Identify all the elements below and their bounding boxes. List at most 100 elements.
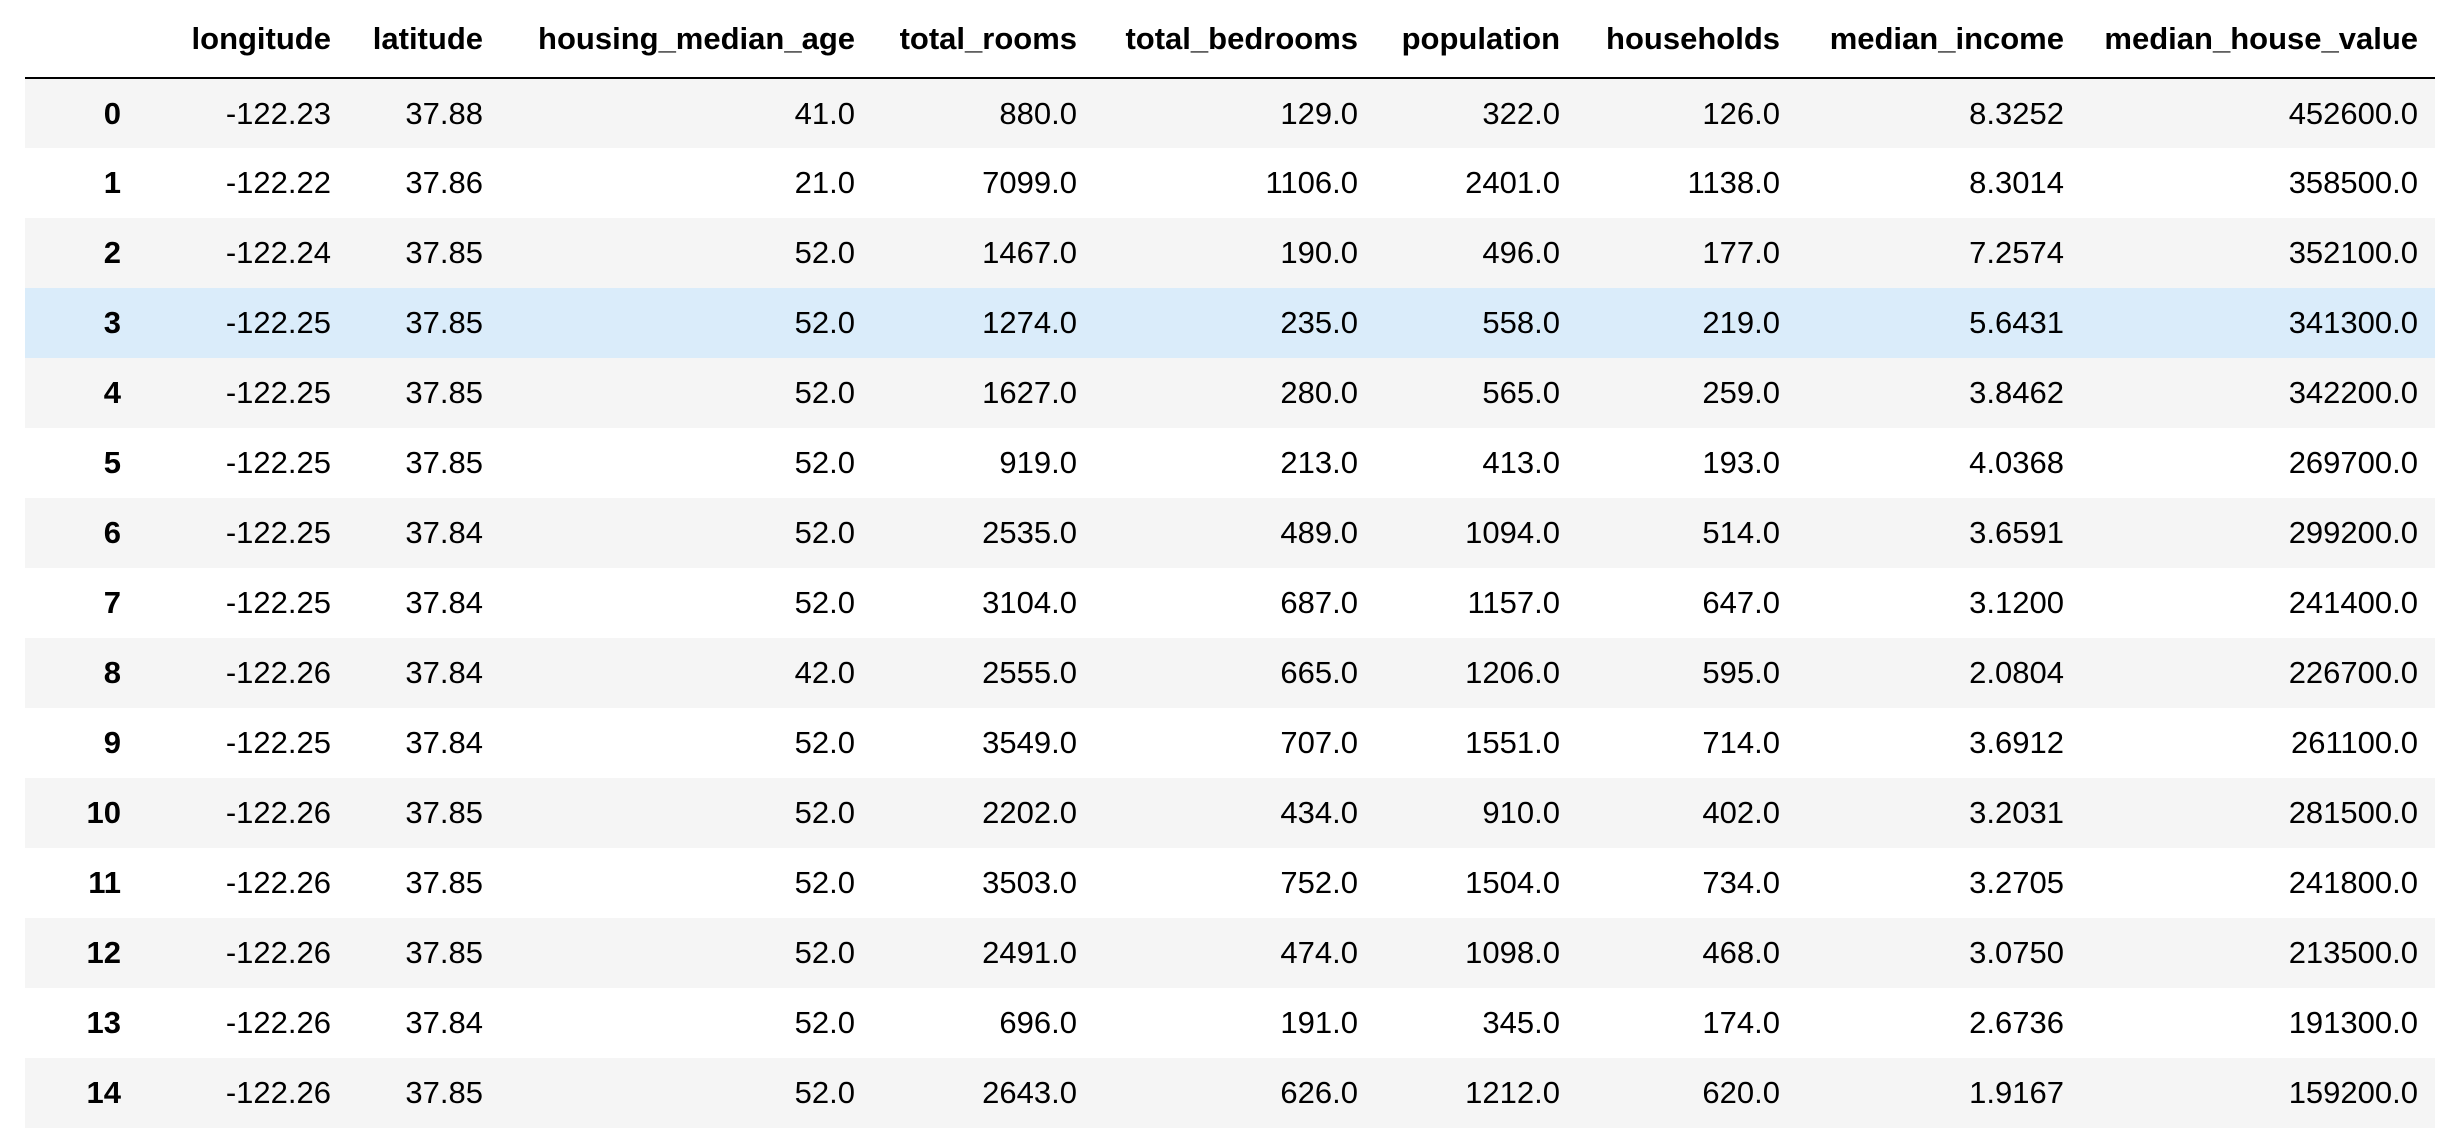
table-row: 5 -122.25 37.85 52.0 919.0 213.0 413.0 193.0 4.0… bbox=[25, 428, 2435, 498]
cell-median-income: 2.0804 bbox=[1969, 655, 2064, 690]
cell-population: 345.0 bbox=[1482, 1005, 1560, 1040]
table-row: 10 -122.26 37.85 52.0 2202.0 434.0 910.0 402.0 3… bbox=[25, 778, 2435, 848]
cell-population: 1157.0 bbox=[1467, 585, 1560, 620]
cell-total-bedrooms: 489.0 bbox=[1280, 515, 1358, 550]
cell-housing-median-age: 52.0 bbox=[794, 445, 855, 480]
cell-longitude: -122.26 bbox=[225, 1005, 331, 1040]
cell-housing-median-age: 52.0 bbox=[794, 795, 855, 830]
cell-latitude: 37.88 bbox=[405, 95, 483, 131]
cell-total-rooms: 3503.0 bbox=[982, 865, 1077, 900]
cell-housing-median-age: 52.0 bbox=[794, 305, 855, 340]
cell-total-rooms: 2491.0 bbox=[982, 935, 1077, 970]
table-row: 14 -122.26 37.85 52.0 2643.0 626.0 1212.0 620.0… bbox=[25, 1058, 2435, 1128]
row-index-label: 6 bbox=[103, 515, 121, 550]
cell-households: 734.0 bbox=[1702, 865, 1780, 900]
row-index-label: 0 bbox=[103, 95, 121, 131]
cell-longitude: -122.25 bbox=[225, 725, 331, 760]
cell-median-house-value: 213500.0 bbox=[2288, 935, 2418, 970]
header-row: longitude latitude housing_median_age total… bbox=[25, 0, 2435, 79]
column-header-households: households bbox=[1577, 0, 1797, 79]
cell-latitude: 37.85 bbox=[405, 375, 483, 410]
row-index-label: 12 bbox=[86, 935, 121, 970]
table-row: 11 -122.26 37.85 52.0 3503.0 752.0 1504.0 734.0… bbox=[25, 848, 2435, 918]
cell-longitude: -122.26 bbox=[225, 795, 331, 830]
cell-housing-median-age: 52.0 bbox=[794, 865, 855, 900]
table-row: 4 -122.25 37.85 52.0 1627.0 280.0 565.0 259.0 3.… bbox=[25, 358, 2435, 428]
cell-median-income: 3.1200 bbox=[1969, 585, 2064, 620]
cell-median-house-value: 261100.0 bbox=[2291, 725, 2418, 760]
cell-housing-median-age: 52.0 bbox=[794, 375, 855, 410]
cell-households: 468.0 bbox=[1702, 935, 1780, 970]
cell-total-bedrooms: 213.0 bbox=[1280, 445, 1358, 480]
row-index-label: 3 bbox=[103, 305, 121, 340]
cell-total-bedrooms: 474.0 bbox=[1280, 935, 1358, 970]
row-index-label: 1 bbox=[103, 165, 121, 200]
dataframe-table: longitude latitude housing_median_age total… bbox=[25, 0, 2435, 1128]
table-row: 9 -122.25 37.84 52.0 3549.0 707.0 1551.0 714.0 3… bbox=[25, 708, 2435, 778]
column-header-population: population bbox=[1375, 0, 1577, 79]
cell-households: 595.0 bbox=[1702, 655, 1780, 690]
cell-total-bedrooms: 687.0 bbox=[1280, 585, 1358, 620]
table-row: 13 -122.26 37.84 52.0 696.0 191.0 345.0 174.0 2.… bbox=[25, 988, 2435, 1058]
cell-latitude: 37.85 bbox=[405, 1075, 483, 1110]
cell-total-bedrooms: 190.0 bbox=[1280, 235, 1358, 270]
cell-latitude: 37.84 bbox=[405, 725, 483, 760]
row-index-label: 5 bbox=[103, 445, 121, 480]
table-row: 12 -122.26 37.85 52.0 2491.0 474.0 1098.0 468.0… bbox=[25, 918, 2435, 988]
cell-latitude: 37.84 bbox=[405, 515, 483, 550]
cell-total-rooms: 1274.0 bbox=[982, 305, 1077, 340]
cell-median-house-value: 191300.0 bbox=[2288, 1005, 2418, 1040]
cell-median-income: 2.6736 bbox=[1969, 1005, 2064, 1040]
cell-latitude: 37.85 bbox=[405, 445, 483, 480]
cell-median-income: 7.2574 bbox=[1969, 235, 2064, 270]
cell-longitude: -122.26 bbox=[225, 655, 331, 690]
column-header-median-house-value: median_house_value bbox=[2081, 0, 2435, 79]
cell-households: 219.0 bbox=[1702, 305, 1780, 340]
cell-population: 413.0 bbox=[1482, 445, 1560, 480]
cell-longitude: -122.25 bbox=[225, 305, 331, 340]
cell-housing-median-age: 42.0 bbox=[794, 655, 855, 690]
cell-total-rooms: 880.0 bbox=[999, 95, 1077, 131]
cell-households: 514.0 bbox=[1702, 515, 1780, 550]
cell-longitude: -122.26 bbox=[225, 1075, 331, 1110]
column-header-median-income: median_income bbox=[1797, 0, 2081, 79]
cell-housing-median-age: 52.0 bbox=[794, 935, 855, 970]
cell-median-income: 3.8462 bbox=[1969, 375, 2064, 410]
cell-population: 1098.0 bbox=[1465, 935, 1560, 970]
cell-median-house-value: 241400.0 bbox=[2288, 585, 2418, 620]
cell-total-bedrooms: 665.0 bbox=[1280, 655, 1358, 690]
cell-housing-median-age: 52.0 bbox=[794, 235, 855, 270]
cell-households: 402.0 bbox=[1702, 795, 1780, 830]
cell-median-income: 3.2031 bbox=[1969, 795, 2064, 830]
cell-population: 2401.0 bbox=[1465, 165, 1560, 200]
cell-population: 1551.0 bbox=[1465, 725, 1560, 760]
cell-total-bedrooms: 707.0 bbox=[1280, 725, 1358, 760]
cell-total-bedrooms: 280.0 bbox=[1280, 375, 1358, 410]
table-row: 1 -122.22 37.86 21.0 7099.0 1106.0 2401.0 1138.… bbox=[25, 148, 2435, 218]
cell-households: 193.0 bbox=[1702, 445, 1780, 480]
cell-median-income: 3.6912 bbox=[1969, 725, 2064, 760]
row-index-label: 14 bbox=[86, 1075, 121, 1110]
cell-total-rooms: 2535.0 bbox=[982, 515, 1077, 550]
row-index-label: 9 bbox=[103, 725, 121, 760]
table-row: 6 -122.25 37.84 52.0 2535.0 489.0 1094.0 514.0 3… bbox=[25, 498, 2435, 568]
cell-households: 620.0 bbox=[1702, 1075, 1780, 1110]
table-row: 8 -122.26 37.84 42.0 2555.0 665.0 1206.0 595.0 2… bbox=[25, 638, 2435, 708]
cell-population: 565.0 bbox=[1482, 375, 1560, 410]
cell-households: 126.0 bbox=[1702, 95, 1780, 131]
cell-longitude: -122.25 bbox=[225, 445, 331, 480]
cell-longitude: -122.25 bbox=[225, 585, 331, 620]
cell-latitude: 37.84 bbox=[405, 655, 483, 690]
cell-median-house-value: 352100.0 bbox=[2288, 235, 2418, 270]
dataframe-output: longitude latitude housing_median_age total… bbox=[25, 0, 2435, 1128]
cell-median-house-value: 281500.0 bbox=[2288, 795, 2418, 830]
cell-median-house-value: 226700.0 bbox=[2288, 655, 2418, 690]
cell-median-income: 3.2705 bbox=[1969, 865, 2064, 900]
cell-median-income: 5.6431 bbox=[1969, 305, 2064, 340]
cell-households: 647.0 bbox=[1702, 585, 1780, 620]
cell-housing-median-age: 52.0 bbox=[794, 1075, 855, 1110]
row-index-label: 10 bbox=[86, 795, 121, 830]
index-column-header bbox=[25, 0, 171, 79]
cell-total-rooms: 919.0 bbox=[999, 445, 1077, 480]
column-header-latitude: latitude bbox=[348, 0, 500, 79]
